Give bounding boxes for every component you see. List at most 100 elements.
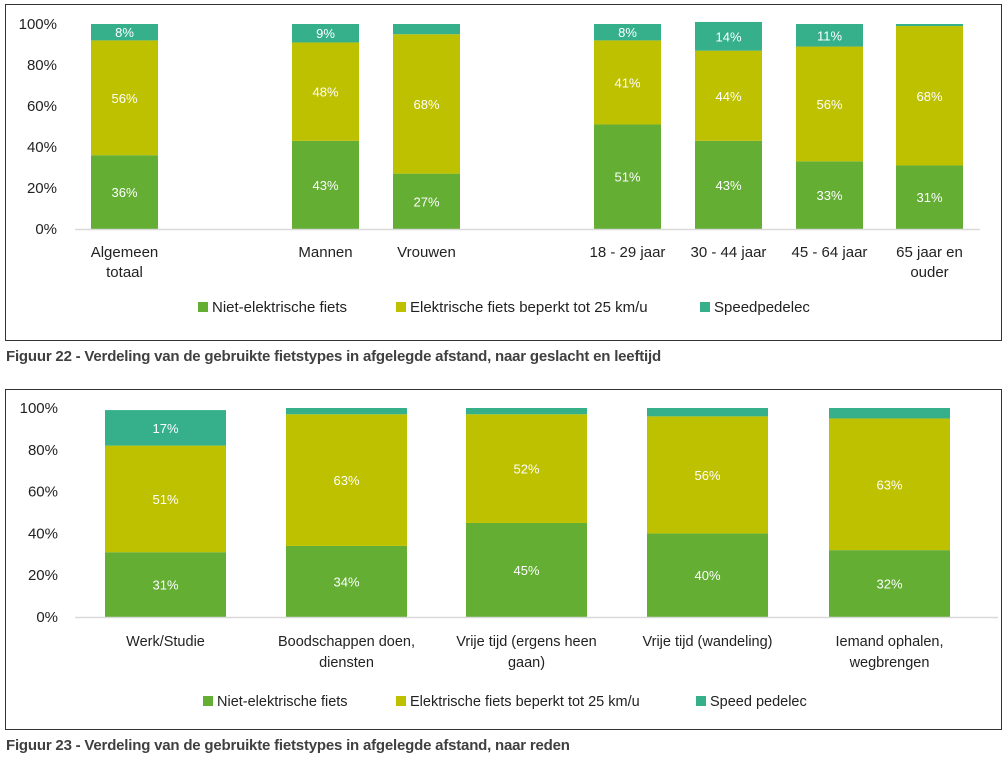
legend-swatch-speedpedelec	[700, 302, 710, 312]
x-category-label: Vrije tijd (ergens heen	[456, 634, 597, 650]
legend-label-elektrisch: Elektrische fiets beperkt tot 25 km/u	[410, 694, 640, 710]
bar-segment-elektrisch	[91, 40, 158, 156]
bar-segment-speedpedelec	[796, 24, 863, 47]
y-tick-label: 80%	[28, 442, 58, 459]
data-label: 48%	[312, 85, 338, 100]
data-label: 56%	[694, 468, 720, 483]
legend-swatch-niet_elektrisch	[198, 302, 208, 312]
legend-label-niet_elektrisch: Niet-elektrische fiets	[212, 299, 347, 316]
x-category-label: Boodschappen doen,	[278, 634, 415, 650]
bar-segment-elektrisch	[105, 445, 226, 553]
data-label: 8%	[115, 25, 134, 40]
data-label: 11%	[817, 28, 842, 43]
x-category-label: Vrouwen	[397, 244, 456, 261]
figure-22-caption: Figuur 22 - Verdeling van de gebruikte f…	[6, 348, 661, 365]
data-label: 51%	[152, 492, 178, 507]
data-label: 41%	[614, 75, 640, 90]
bar-segment-niet_elektrisch	[796, 161, 863, 229]
x-category-label: 18 - 29 jaar	[590, 244, 666, 261]
legend-label-speedpedelec: Speed pedelec	[710, 694, 807, 710]
bar-segment-niet_elektrisch	[292, 140, 359, 229]
legend-swatch-elektrisch	[396, 302, 406, 312]
bar-segment-niet_elektrisch	[105, 552, 226, 617]
bar-segment-elektrisch	[647, 416, 768, 534]
data-label: 9%	[316, 26, 335, 41]
data-label: 31%	[152, 578, 178, 593]
bar-segment-elektrisch	[796, 46, 863, 162]
bar-segment-speedpedelec	[647, 408, 768, 417]
legend-swatch-elektrisch	[396, 696, 406, 706]
y-tick-label: 100%	[19, 16, 57, 33]
data-label: 33%	[816, 188, 842, 203]
data-label: 17%	[152, 421, 178, 436]
x-category-label: Werk/Studie	[126, 634, 205, 650]
y-tick-label: 40%	[28, 525, 58, 542]
x-category-label: Iemand ophalen,	[835, 634, 943, 650]
bar-segment-niet_elektrisch	[466, 522, 587, 617]
y-tick-label: 60%	[27, 98, 57, 115]
bar-segment-elektrisch	[393, 34, 460, 174]
bar-segment-elektrisch	[286, 414, 407, 546]
data-label: 34%	[333, 574, 359, 589]
bar-segment-elektrisch	[594, 40, 661, 125]
bar-segment-niet_elektrisch	[695, 140, 762, 229]
x-category-label: diensten	[319, 655, 374, 671]
data-label: 43%	[312, 178, 338, 193]
data-label: 31%	[916, 190, 942, 205]
x-category-label: wegbrengen	[849, 655, 930, 671]
x-category-label: Algemeen	[91, 244, 159, 261]
data-label: 63%	[333, 473, 359, 488]
data-label: 68%	[413, 97, 439, 112]
data-label: 51%	[614, 170, 640, 185]
bar-segment-speedpedelec	[105, 410, 226, 446]
data-label: 45%	[513, 563, 539, 578]
bar-segment-speedpedelec	[286, 408, 407, 415]
bar-segment-speedpedelec	[393, 24, 460, 35]
data-label: 32%	[876, 577, 902, 592]
bar-segment-niet_elektrisch	[896, 165, 963, 229]
bar-segment-niet_elektrisch	[286, 545, 407, 617]
legend-label-speedpedelec: Speedpedelec	[714, 299, 810, 316]
x-category-label: 65 jaar en	[896, 244, 963, 261]
bar-segment-elektrisch	[896, 26, 963, 166]
y-tick-label: 20%	[27, 180, 57, 197]
y-tick-label: 0%	[36, 609, 58, 626]
bar-segment-niet_elektrisch	[647, 533, 768, 617]
chart-fig22: 0% 20% 40% 60% 80% 100% 36% 56% 8% Algemeen totaal…	[19, 16, 980, 316]
legend-label-niet_elektrisch: Niet-elektrische fiets	[217, 694, 348, 710]
bar-segment-speedpedelec	[292, 24, 359, 43]
x-category-label: totaal	[106, 264, 143, 281]
bar-segment-elektrisch	[466, 414, 587, 523]
y-tick-label: 80%	[27, 57, 57, 74]
bar-segment-speedpedelec	[695, 21, 762, 51]
figure-23-caption: Figuur 23 - Verdeling van de gebruikte f…	[6, 737, 570, 754]
bar-segment-elektrisch	[695, 50, 762, 141]
data-label: 56%	[816, 97, 842, 112]
x-category-label: 30 - 44 jaar	[691, 244, 767, 261]
bar-segment-niet_elektrisch	[91, 155, 158, 229]
bar-segment-speedpedelec	[896, 24, 963, 27]
bar-segment-niet_elektrisch	[393, 173, 460, 229]
bar-segment-speedpedelec	[91, 24, 158, 41]
bar-segment-niet_elektrisch	[594, 124, 661, 229]
data-label: 52%	[513, 462, 539, 477]
y-tick-label: 0%	[35, 221, 57, 238]
y-tick-label: 40%	[27, 139, 57, 156]
data-label: 36%	[111, 185, 137, 200]
y-tick-label: 60%	[28, 484, 58, 501]
bar-segment-speedpedelec	[594, 24, 661, 41]
data-label: 8%	[618, 25, 637, 40]
y-tick-label: 100%	[20, 400, 58, 417]
bar-segment-elektrisch	[292, 42, 359, 141]
data-label: 40%	[694, 568, 720, 583]
x-category-label: Vrije tijd (wandeling)	[642, 634, 772, 650]
chart-fig23: 0% 20% 40% 60% 80% 100% 31% 51% 17% Werk/Studie 34…	[20, 400, 998, 710]
data-label: 68%	[916, 89, 942, 104]
legend-swatch-speedpedelec	[696, 696, 706, 706]
bar-segment-niet_elektrisch	[829, 550, 950, 617]
x-category-label: gaan)	[508, 655, 545, 671]
data-label: 27%	[413, 194, 439, 209]
data-label: 63%	[876, 477, 902, 492]
bar-segment-speedpedelec	[466, 408, 587, 415]
y-tick-label: 20%	[28, 567, 58, 584]
